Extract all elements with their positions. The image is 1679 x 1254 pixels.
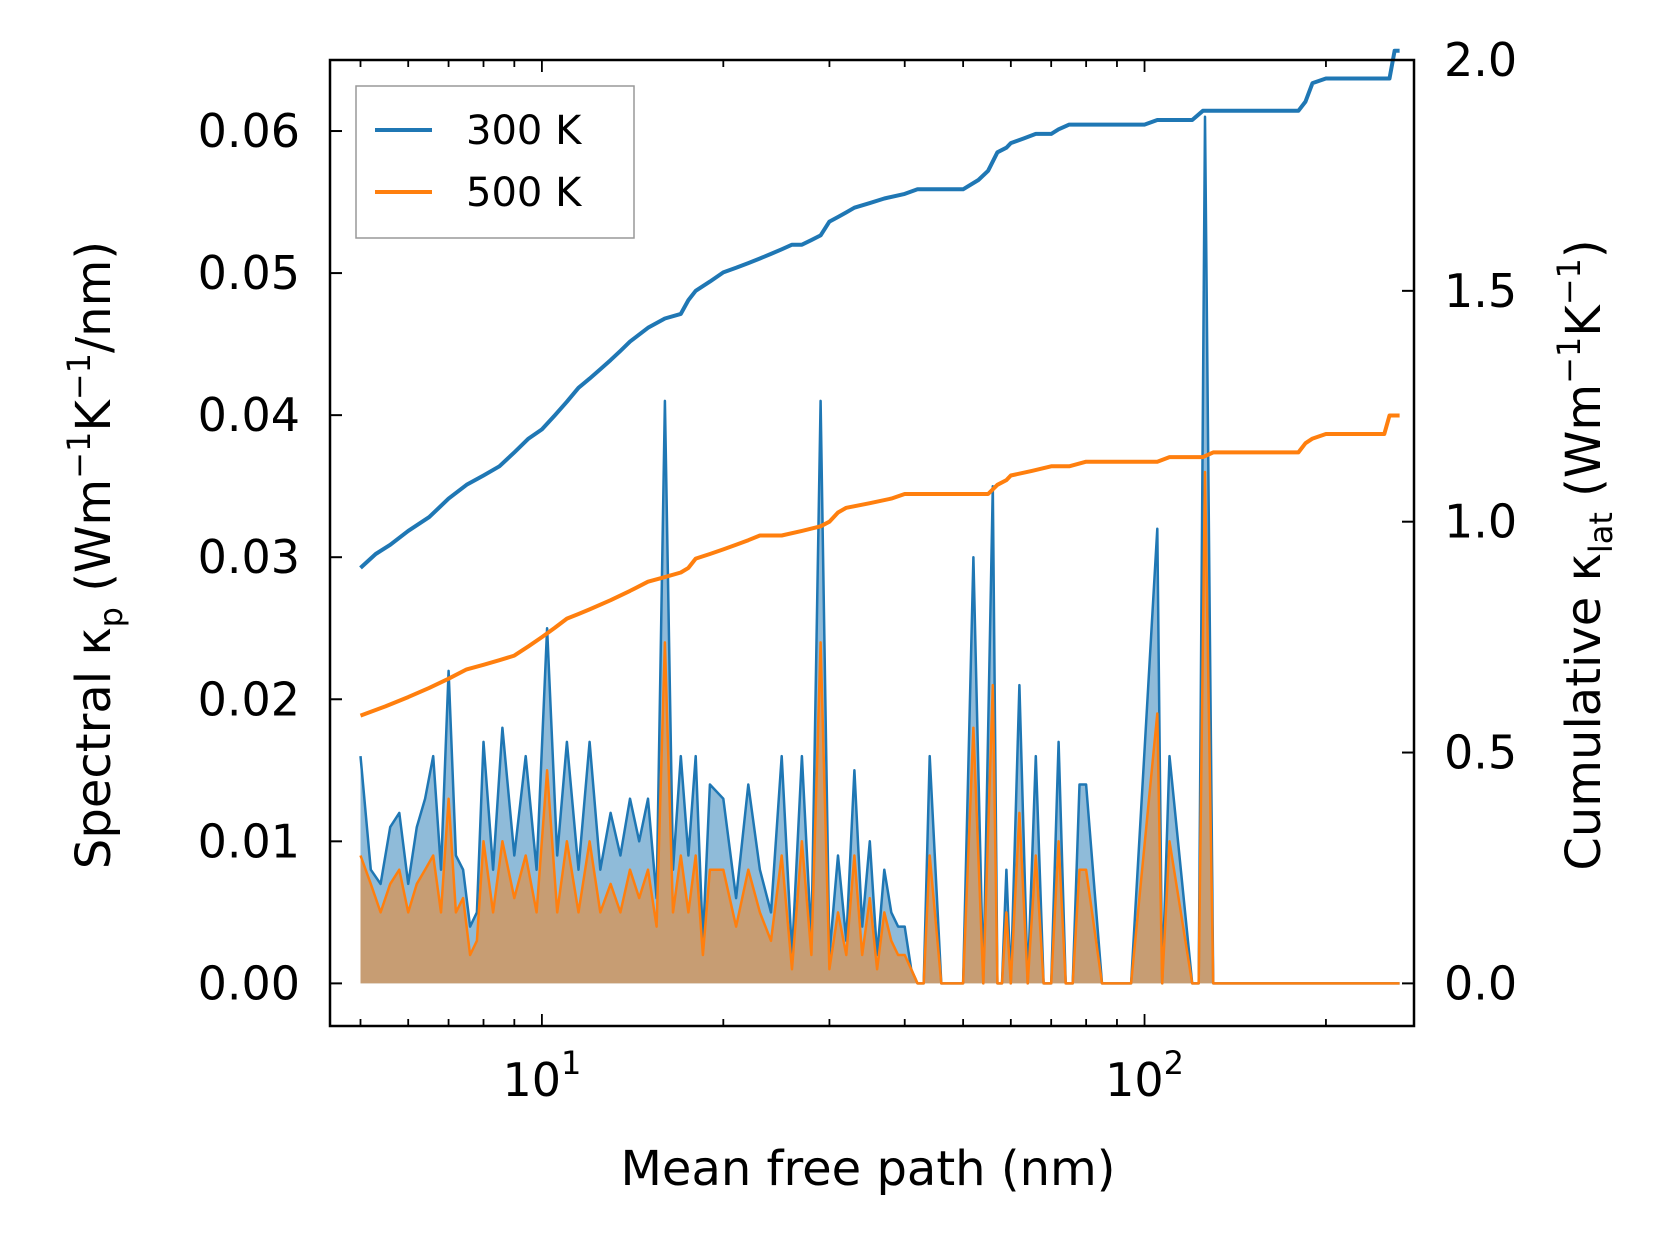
legend: 300 K 500 K xyxy=(355,85,635,239)
cumulative-300k-line xyxy=(359,48,1400,570)
spectral-300k-area xyxy=(360,116,1400,984)
legend-label-300k: 300 K xyxy=(466,108,583,154)
x-tick-label: 102 xyxy=(1105,1044,1184,1107)
y-axis-label-left: Spectral κp (Wm−1K−1/nm) xyxy=(60,241,130,869)
y-right-tick-label: 1.0 xyxy=(1444,495,1517,549)
y-left-tick-label: 0.05 xyxy=(198,246,300,300)
y-right-tick-label: 2.0 xyxy=(1444,33,1517,87)
cumulative-500k-line xyxy=(359,413,1400,718)
y-right-tick-label: 0.0 xyxy=(1444,956,1517,1010)
plot-frame xyxy=(328,58,1416,1028)
y-right-tick-label: 0.5 xyxy=(1444,726,1517,780)
x-tick-label: 101 xyxy=(502,1044,581,1107)
y-axis-label-right: Cumulative κlat (Wm−1K−1) xyxy=(1550,239,1620,870)
y-left-tick-label: 0.04 xyxy=(198,388,300,442)
y-left-tick-label: 0.00 xyxy=(198,956,300,1010)
y-left-tick-label: 0.02 xyxy=(198,672,300,726)
y-right-tick-label: 1.5 xyxy=(1444,264,1517,318)
y-left-tick-label: 0.01 xyxy=(198,814,300,868)
spectral-500k-area xyxy=(360,472,1400,984)
y-left-tick-label: 0.03 xyxy=(198,530,300,584)
legend-box xyxy=(355,85,635,239)
x-axis-label: Mean free path (nm) xyxy=(621,1141,1116,1197)
plot-layer xyxy=(359,48,1400,985)
y-left-tick-label: 0.06 xyxy=(198,104,300,158)
spectral-300k-line xyxy=(359,115,1400,985)
axes-layer: 0.00 0.01 0.02 0.03 0.04 0.05 0.06 0.0 0.5 1.0 1.5… xyxy=(198,33,1518,1107)
spectral-500k-line xyxy=(359,470,1400,985)
legend-label-500k: 500 K xyxy=(466,170,583,216)
